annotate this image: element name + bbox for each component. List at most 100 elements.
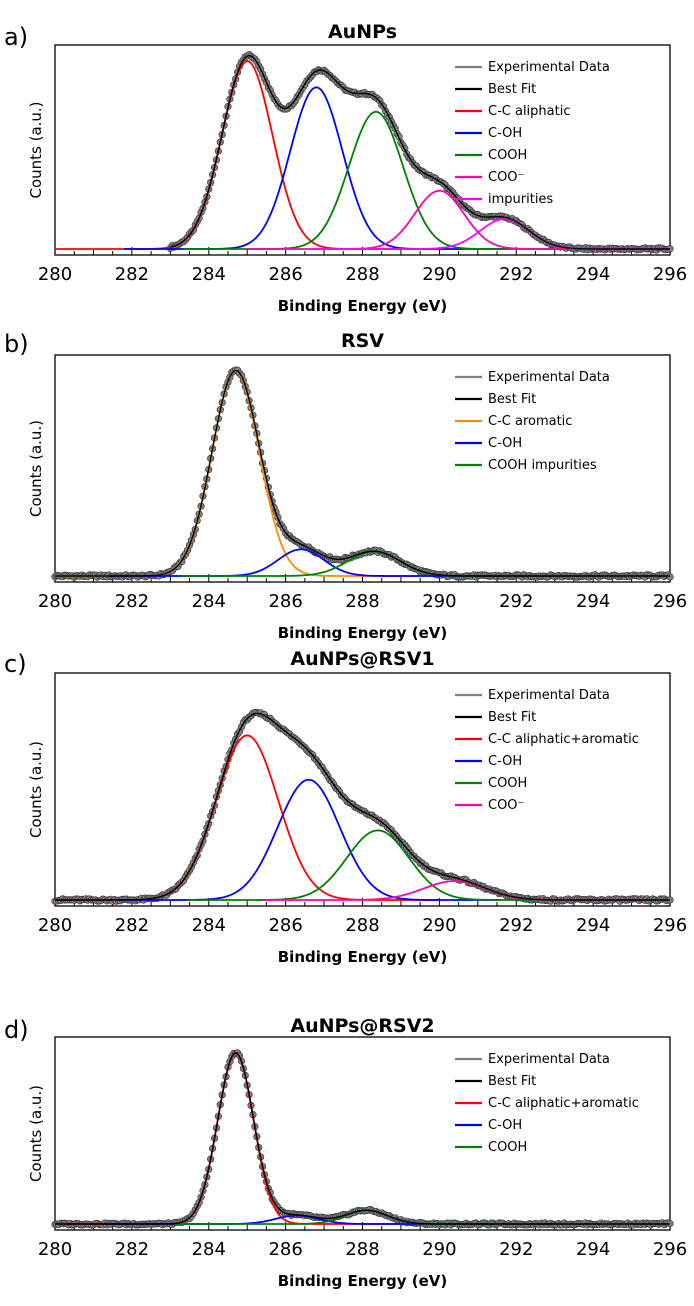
chart-title: AuNPs <box>328 21 397 43</box>
x-tick-label: 290 <box>422 1239 456 1260</box>
x-axis-title: Binding Energy (eV) <box>278 1272 448 1290</box>
chart-title: RSV <box>341 330 384 352</box>
legend-entry: C-OH <box>488 1118 522 1133</box>
x-tick-label: 296 <box>653 1239 687 1260</box>
legend: Experimental Data Best Fit C-C aliphatic+a… <box>455 1052 639 1155</box>
y-axis-title: Counts (a.u.) <box>27 420 45 517</box>
legend-entry: COO⁻ <box>488 798 524 813</box>
x-tick-label: 282 <box>115 264 149 285</box>
legend-entry: Experimental Data <box>488 60 610 75</box>
x-axis-title: Binding Energy (eV) <box>278 297 448 315</box>
series-peak-line <box>55 1052 428 1225</box>
x-tick-label: 284 <box>192 1239 226 1260</box>
panel-label: a) <box>4 23 28 51</box>
x-tick-label: 280 <box>38 1239 72 1260</box>
plot-frame <box>54 672 671 907</box>
chart-title: AuNPs@RSV1 <box>290 648 434 670</box>
x-tick-label: 296 <box>653 264 687 285</box>
x-tick-label: 282 <box>115 591 149 612</box>
legend-entry: C-C aliphatic+aromatic <box>488 732 639 747</box>
series-best-fit-line <box>55 1052 670 1225</box>
x-tick-label: 292 <box>499 1239 533 1260</box>
x-tick-label: 288 <box>345 1239 379 1260</box>
data-point <box>666 573 674 581</box>
legend-entry: COOH <box>488 776 527 791</box>
legend-entry: COOH <box>488 1140 527 1155</box>
x-tick-label: 296 <box>653 915 687 936</box>
x-tick-label: 294 <box>576 1239 610 1260</box>
chart-panel-1: a) AuNPs 280 282 284 286 288 290 292 294 296 Bindin… <box>4 21 687 315</box>
series-peak-line <box>55 60 440 250</box>
legend-entry: C-C aliphatic <box>488 104 570 119</box>
x-tick-label: 284 <box>192 915 226 936</box>
x-tick-label: 286 <box>268 591 302 612</box>
series-peak-line <box>247 189 632 250</box>
series-best-fit-line <box>55 369 670 577</box>
legend-entry: Best Fit <box>488 710 536 725</box>
series-best-fit-line <box>55 712 670 901</box>
panel-label: b) <box>4 330 29 358</box>
x-tick-label: 280 <box>38 915 72 936</box>
x-tick-label: 280 <box>38 264 72 285</box>
x-tick-label: 288 <box>345 915 379 936</box>
legend-entry: Best Fit <box>488 392 536 407</box>
x-axis-title: Binding Energy (eV) <box>278 624 448 642</box>
plot-frame <box>54 44 671 256</box>
legend-entry: C-OH <box>488 754 522 769</box>
x-tick-label: 282 <box>115 1239 149 1260</box>
x-tick-label: 292 <box>499 915 533 936</box>
series-peak-line <box>55 370 428 577</box>
x-tick-label: 294 <box>576 264 610 285</box>
x-tick-label: 288 <box>345 264 379 285</box>
legend-entry: COO⁻ <box>488 170 524 185</box>
legend: Experimental Data Best Fit C-C aromatic C-O… <box>455 370 610 473</box>
legend-entry: Experimental Data <box>488 1052 610 1067</box>
series-peak-line <box>116 778 501 901</box>
x-tick-label: 280 <box>38 591 72 612</box>
y-axis-title: Counts (a.u.) <box>27 1085 45 1182</box>
x-tick-label: 286 <box>268 915 302 936</box>
series-experimental-data <box>51 366 674 581</box>
y-axis-title: Counts (a.u.) <box>27 741 45 838</box>
x-tick-label: 290 <box>422 264 456 285</box>
legend-entry: COOH <box>488 148 527 163</box>
legend-entry: C-C aromatic <box>488 414 572 429</box>
legend-entry: Best Fit <box>488 82 536 97</box>
x-tick-label: 282 <box>115 915 149 936</box>
legend-entry: C-C aliphatic+aromatic <box>488 1096 639 1111</box>
series-experimental-data <box>166 51 674 254</box>
legend-entry: COOH impurities <box>488 458 597 473</box>
chart-panel-4: d) AuNPs@RSV2 280 282 284 286 288 290 292 294 296 B… <box>4 1015 687 1290</box>
chart-title: AuNPs@RSV2 <box>290 1015 434 1037</box>
chart-panel-2: b) RSV 280 282 284 286 288 290 292 294 296 Binding … <box>4 330 687 642</box>
x-tick-label: 286 <box>268 264 302 285</box>
y-axis-title: Counts (a.u.) <box>27 101 45 198</box>
x-tick-label: 294 <box>576 915 610 936</box>
x-tick-label: 290 <box>422 591 456 612</box>
x-tick-label: 292 <box>499 264 533 285</box>
series-best-fit-line <box>170 54 670 250</box>
x-tick-label: 284 <box>192 591 226 612</box>
chart-panel-3: c) AuNPs@RSV1 280 282 284 286 288 290 292 294 296 B… <box>4 648 687 966</box>
legend: Experimental Data Best Fit C-C aliphatic C-… <box>455 60 610 207</box>
legend-entry: Experimental Data <box>488 688 610 703</box>
x-tick-label: 288 <box>345 591 379 612</box>
panel-label: c) <box>4 650 27 678</box>
x-tick-label: 286 <box>268 1239 302 1260</box>
x-axis-title: Binding Energy (eV) <box>278 948 448 966</box>
legend-entry: Best Fit <box>488 1074 536 1089</box>
legend-entry: C-OH <box>488 126 522 141</box>
series-experimental-data <box>51 1049 674 1229</box>
x-tick-label: 292 <box>499 591 533 612</box>
series-peak-line <box>124 86 509 250</box>
legend-entry: Experimental Data <box>488 370 610 385</box>
legend: Experimental Data Best Fit C-C aliphatic+a… <box>455 688 639 813</box>
x-tick-label: 294 <box>576 591 610 612</box>
series-peak-line <box>108 548 494 577</box>
series-peak-line <box>185 829 571 901</box>
x-tick-label: 284 <box>192 264 226 285</box>
x-tick-label: 290 <box>422 915 456 936</box>
panel-label: d) <box>4 1016 29 1044</box>
x-tick-label: 296 <box>653 591 687 612</box>
